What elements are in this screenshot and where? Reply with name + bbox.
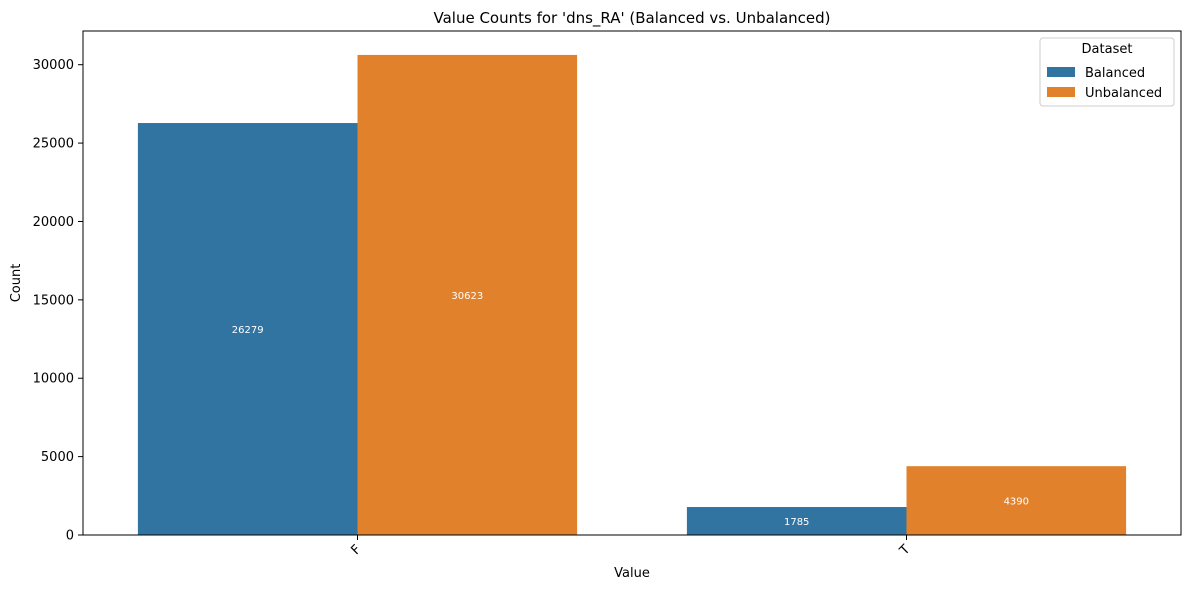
x-axis-label: Value [614, 566, 650, 581]
y-tick-label: 10000 [33, 372, 74, 387]
y-tick-label: 15000 [33, 293, 74, 308]
bar-label-unbalanced-t: 4390 [1004, 497, 1029, 508]
y-tick-label: 30000 [33, 58, 74, 73]
bar-unbalanced-t [906, 466, 1127, 535]
legend-label-unbalanced: Unbalanced [1085, 86, 1162, 101]
bar-labels-group: 26279 1785 30623 4390 [232, 291, 1029, 528]
bar-label-unbalanced-f: 30623 [451, 291, 483, 302]
y-tick-label: 0 [66, 529, 74, 544]
bar-balanced-t [686, 507, 907, 535]
y-axis-label: Count [9, 264, 24, 303]
bar-unbalanced-f [357, 54, 578, 535]
bar-label-balanced-f: 26279 [232, 325, 264, 336]
legend-swatch-balanced [1047, 67, 1075, 77]
y-tick-label: 25000 [33, 137, 74, 152]
legend-title: Dataset [1082, 42, 1133, 57]
legend: Dataset Balanced Unbalanced [1039, 37, 1175, 107]
plot-frame [82, 30, 1182, 536]
legend-label-balanced: Balanced [1085, 66, 1145, 81]
y-axis: 0 5000 10000 15000 20000 25000 30000 [33, 58, 83, 544]
bars-group [137, 54, 1127, 535]
bar-label-balanced-t: 1785 [784, 517, 809, 528]
bar-balanced-f [137, 123, 358, 535]
chart-title: Value Counts for 'dns_RA' (Balanced vs. … [433, 9, 830, 28]
legend-swatch-unbalanced [1047, 87, 1075, 97]
y-tick-label: 5000 [41, 450, 74, 465]
y-tick-label: 20000 [33, 215, 74, 230]
